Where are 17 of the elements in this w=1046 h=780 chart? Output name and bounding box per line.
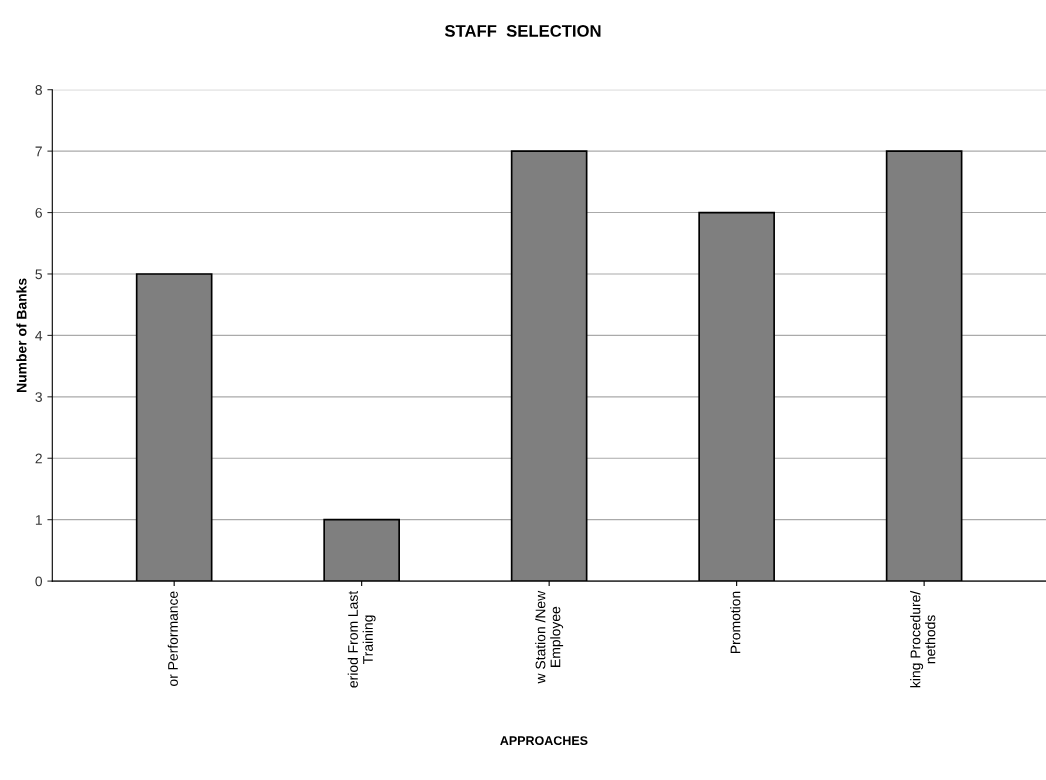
y-tick-label: 5 xyxy=(35,269,42,280)
y-axis-title: Number of Banks xyxy=(16,278,27,392)
x-tick-label: eriod From Last Training xyxy=(347,590,376,688)
x-tick-label: Promotion xyxy=(730,591,741,653)
y-tick-label: 8 xyxy=(35,85,42,95)
y-tick-label: 2 xyxy=(35,453,42,464)
x-axis-title: APPROACHES xyxy=(500,736,588,746)
y-tick-label: 0 xyxy=(35,576,43,587)
chart-title: STAFF SELECTION xyxy=(444,25,601,37)
y-tick-label: 6 xyxy=(35,207,42,218)
x-tick-label: w Station /New Employee xyxy=(535,590,564,684)
y-tick-label: 7 xyxy=(35,146,42,157)
y-tick-label: 4 xyxy=(35,330,43,341)
y-tick-label: 3 xyxy=(35,392,42,402)
x-tick-label: king Procedure/ nethods xyxy=(910,590,936,688)
y-tick-label: 1 xyxy=(35,515,42,525)
x-tick-label: or Performance xyxy=(167,591,178,686)
